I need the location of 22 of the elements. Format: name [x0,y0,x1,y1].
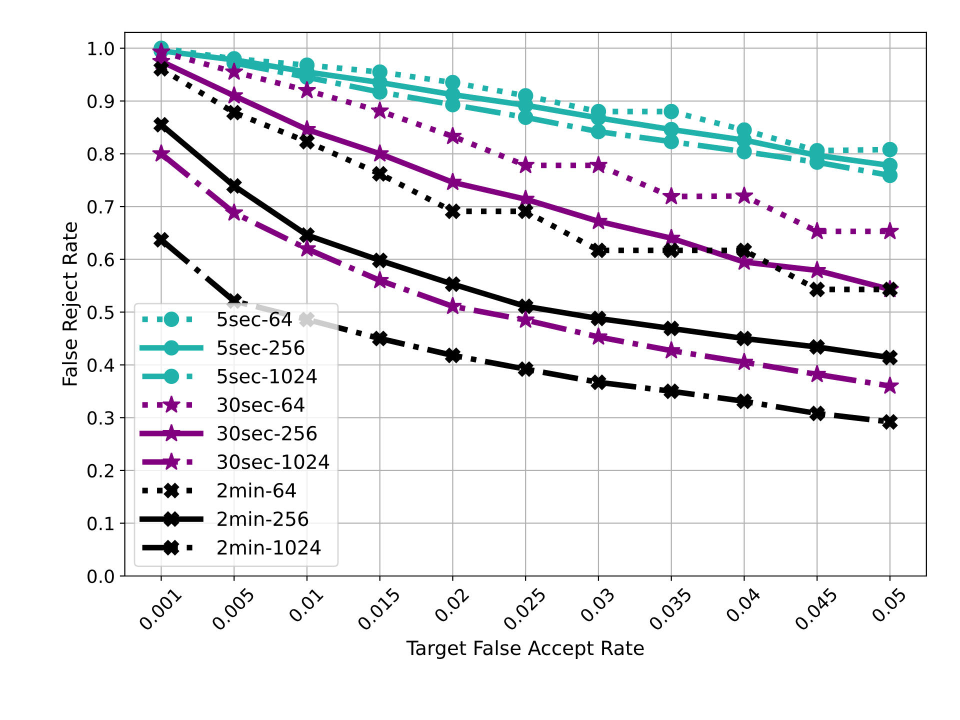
legend-label: 30sec-1024 [218,454,330,470]
y-tick-label: 0.3 [88,411,114,425]
x-axis-title: Target False Accept Rate [406,640,644,660]
y-tick-label: 0.9 [88,94,114,108]
legend-label: 2min-256 [218,511,308,526]
legend-label: 2min-64 [218,482,296,498]
y-axis-title: False Reject Rate [62,222,81,386]
y-tick-label: 1.0 [88,42,114,56]
legend-label: 2min-1024 [218,540,321,555]
legend-label: 30sec-256 [218,426,317,441]
legend-label: 5sec-256 [218,340,304,355]
y-tick-label: 0.0 [88,569,114,584]
y-tick-label: 0.5 [88,306,114,320]
legend-label: 5sec-1024 [218,368,317,384]
y-tick-label: 0.2 [88,464,114,478]
y-tick-label: 0.4 [88,358,114,372]
legend-label: 5sec-64 [218,312,292,326]
legend-label: 30sec-64 [218,397,304,412]
y-tick-label: 0.7 [88,200,114,214]
y-tick-label: 0.1 [88,516,114,530]
y-tick-label: 0.8 [88,147,114,161]
y-tick-label: 0.6 [88,252,114,266]
